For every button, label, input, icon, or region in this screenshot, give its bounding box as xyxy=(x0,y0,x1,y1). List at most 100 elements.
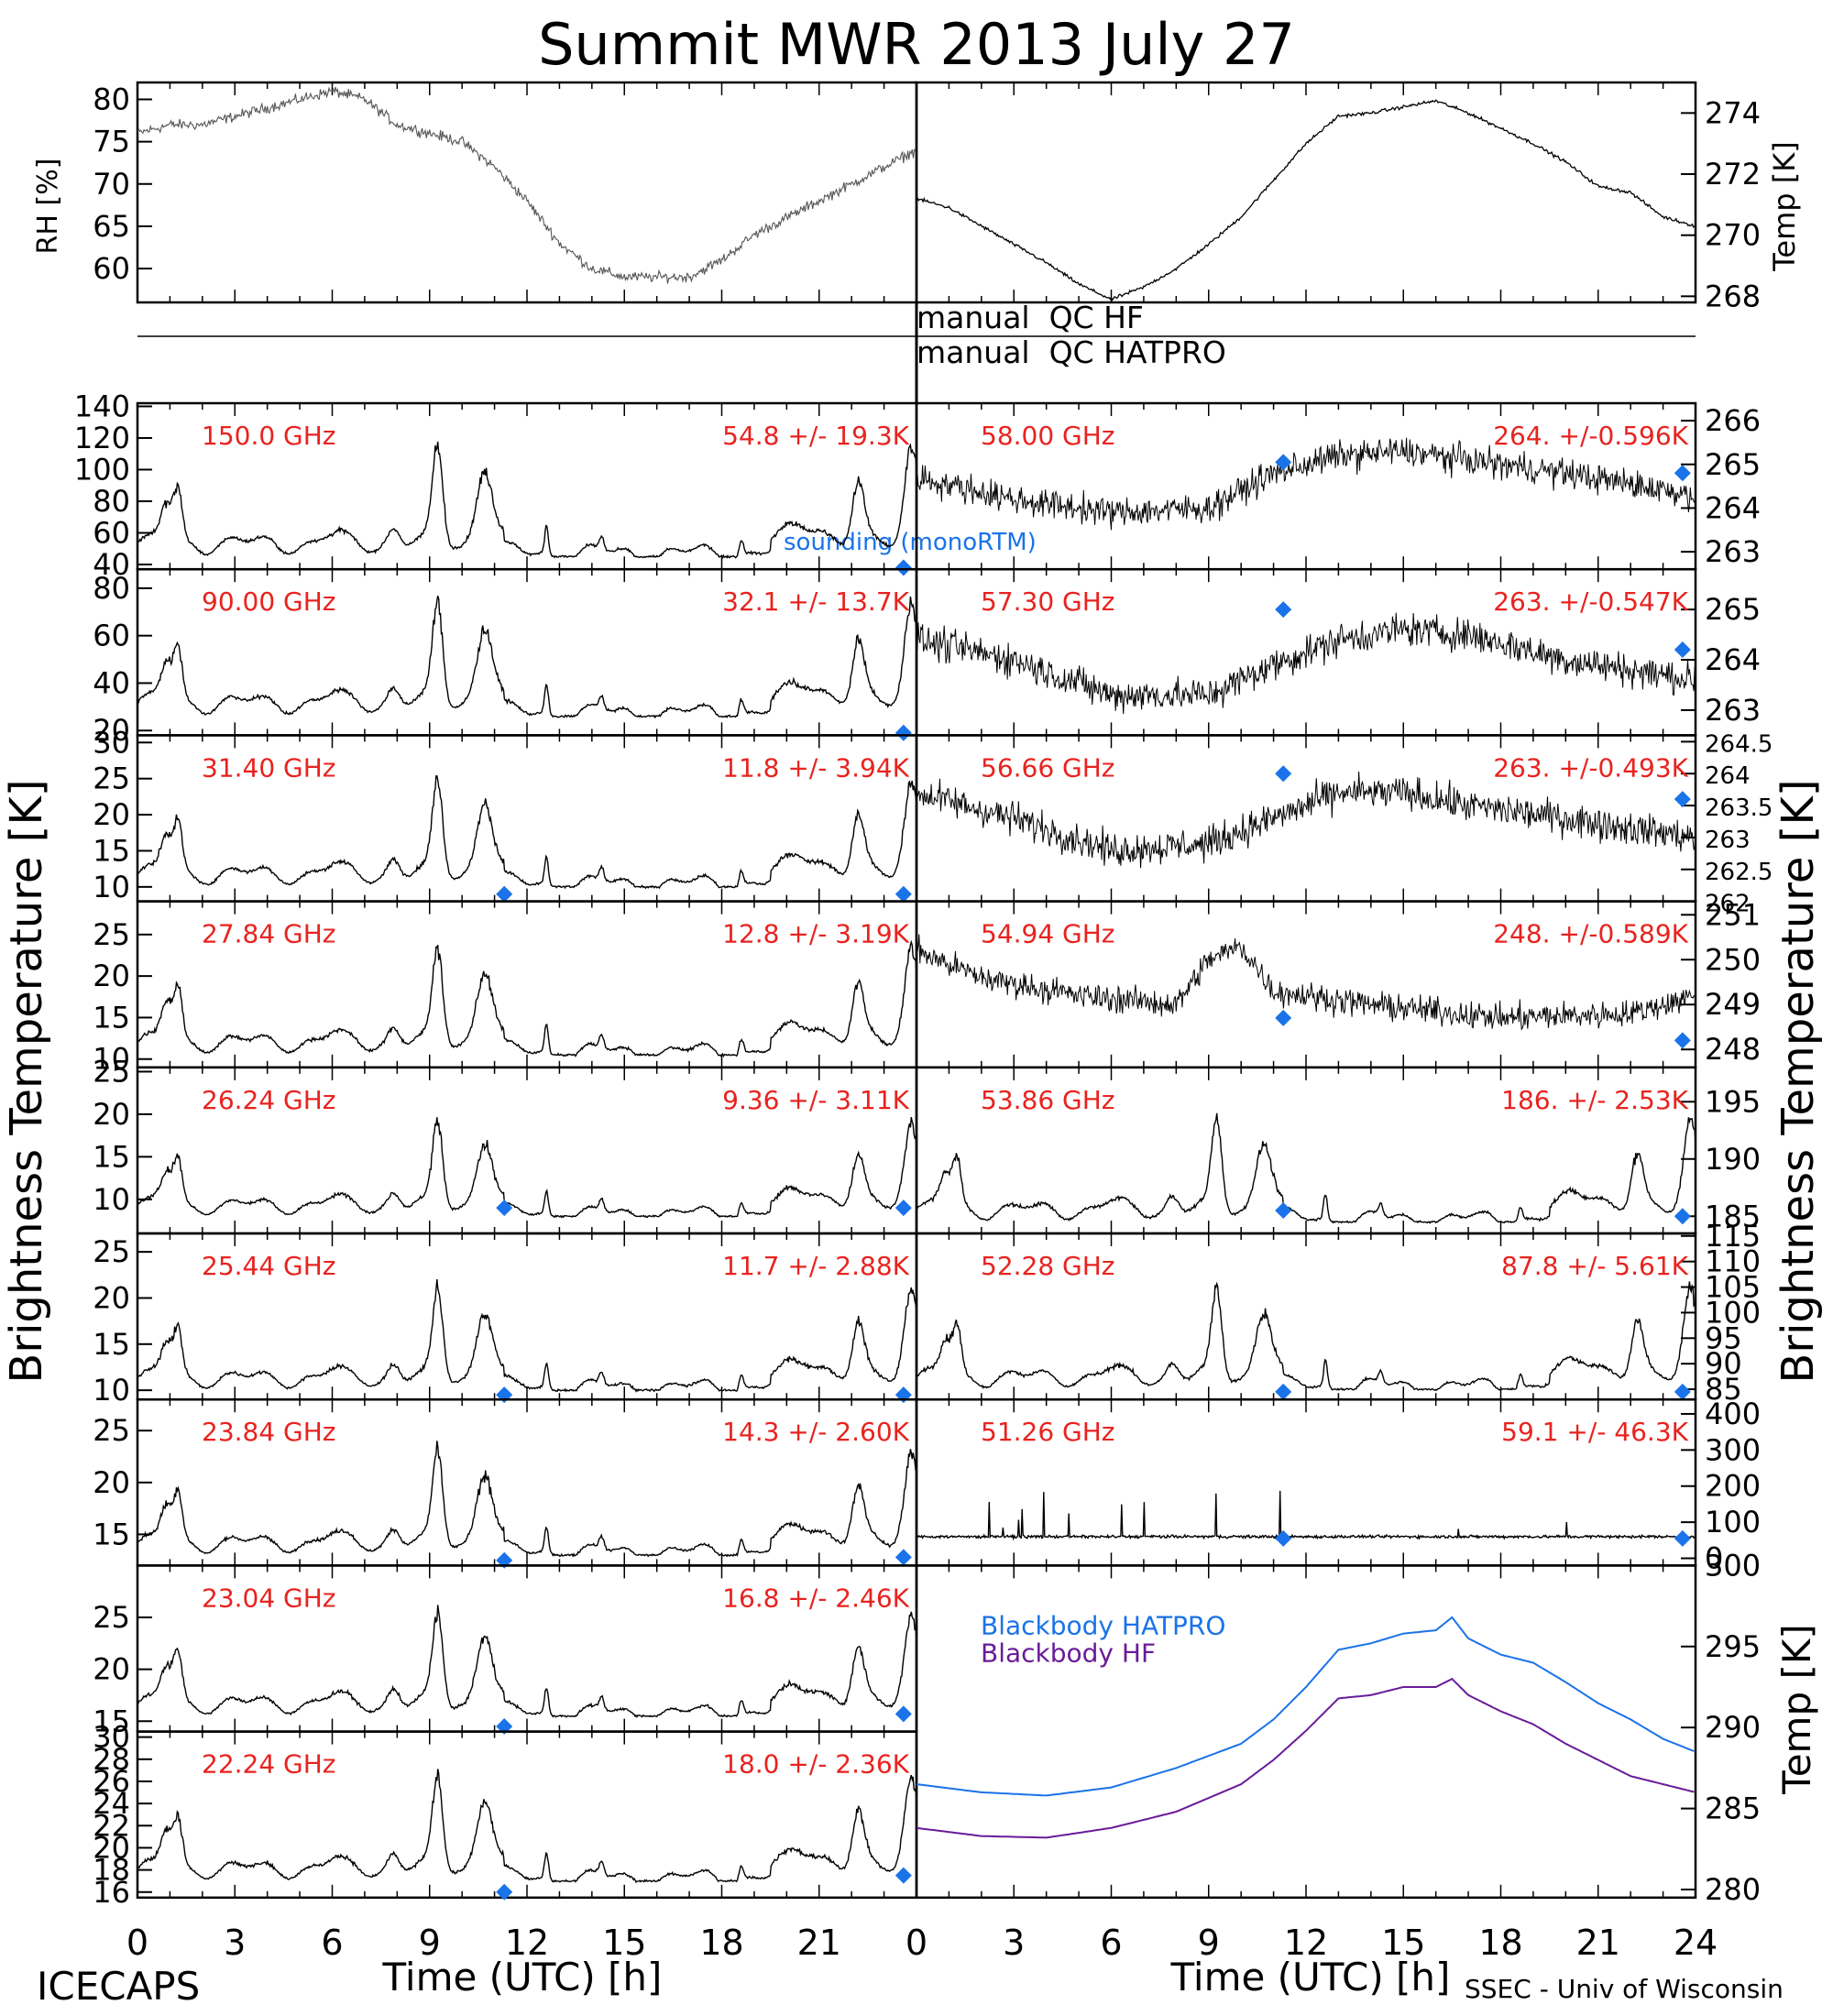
channel-stats-label: 32.1 +/- 13.7K xyxy=(722,586,909,617)
panel-rh: 60 65 70 75 80 xyxy=(93,81,918,304)
channel-stats-label: 248. +/-0.589K xyxy=(1493,919,1688,949)
sounding-marker xyxy=(1674,465,1691,482)
channel-frequency-label: 58.00 GHz xyxy=(981,421,1115,451)
panel-ch2384: 15 20 25 23.84 GHz 14.3 +/- 2.60K xyxy=(93,1397,918,1569)
y-tick-label: 20 xyxy=(93,1280,130,1315)
y-tick-label: 272 xyxy=(1705,157,1761,192)
sounding-marker xyxy=(1275,765,1292,783)
sounding-marker xyxy=(895,1200,912,1217)
x-tick-label: 0 xyxy=(906,1923,927,1963)
y-tick-label: 20 xyxy=(93,1652,130,1687)
y-tick-label: 25 xyxy=(93,917,130,952)
sounding-marker xyxy=(496,1200,513,1217)
y-tick-label: 25 xyxy=(93,1054,130,1089)
sounding-marker xyxy=(1674,1032,1691,1049)
sounding-marker xyxy=(895,559,912,576)
y-tick-label: 40 xyxy=(93,547,130,582)
channel-frequency-label: 150.0 GHz xyxy=(202,421,336,451)
y-tick-label: 185 xyxy=(1705,1199,1761,1233)
series-line-blackbody-hf xyxy=(916,1677,1695,1839)
bb-temp-axis-label: Temp [K] xyxy=(1774,1624,1819,1795)
x-tick-label: 3 xyxy=(224,1923,246,1963)
panel-ch2304: 15 20 25 23.04 GHz 16.8 +/- 2.46K xyxy=(93,1564,918,1738)
y-tick-label: 248 xyxy=(1705,1032,1761,1067)
y-tick-label: 100 xyxy=(1705,1505,1761,1539)
channel-frequency-label: 31.40 GHz xyxy=(202,752,336,783)
y-tick-label: 80 xyxy=(93,484,130,519)
y-tick-label: 25 xyxy=(93,1600,130,1635)
sounding-marker xyxy=(1275,1009,1292,1026)
channel-frequency-label: 23.04 GHz xyxy=(202,1583,336,1613)
y-tick-label: 28 xyxy=(93,1742,130,1777)
sounding-label: sounding (monoRTM) xyxy=(784,529,1037,556)
sounding-marker xyxy=(895,1867,912,1884)
series-line xyxy=(137,1441,916,1558)
tb-axis-label-left: Brightness Temperature [K] xyxy=(1,779,52,1383)
sounding-marker xyxy=(895,1549,912,1566)
y-tick-label: 60 xyxy=(93,516,130,551)
x-tick-label: 9 xyxy=(1198,1923,1220,1963)
series-line xyxy=(916,1490,1696,1541)
y-tick-label: 10 xyxy=(93,1182,130,1217)
channel-stats-label: 11.8 +/- 3.94K xyxy=(722,752,909,783)
sounding-marker xyxy=(1674,1208,1691,1225)
sounding-marker xyxy=(1275,1529,1292,1547)
panel-frame xyxy=(136,81,918,304)
y-tick-label: 263 xyxy=(1705,693,1761,728)
channel-frequency-label: 90.00 GHz xyxy=(202,586,336,617)
y-tick-label: 266 xyxy=(1705,403,1761,438)
y-tick-label: 15 xyxy=(93,1139,130,1174)
y-tick-label: 100 xyxy=(1705,1295,1761,1330)
y-tick-label: 24 xyxy=(93,1786,130,1821)
channel-frequency-label: 26.24 GHz xyxy=(202,1085,336,1115)
x-tick-label: 0 xyxy=(126,1923,148,1963)
x-tick-label: 6 xyxy=(321,1923,343,1963)
panel-ch5666: 262 262.5 263 263.5 264 264.5 56.66 GHz 263. +/… xyxy=(915,730,1773,918)
y-tick-label: 25 xyxy=(93,1234,130,1269)
x-axis-label-left: Time (UTC) [h] xyxy=(382,1955,663,2000)
panel-blackbody: 280 285 290 295 300 Blackbody HATPROBlackbody… xyxy=(915,1548,1761,1907)
y-tick-label: 15 xyxy=(93,1517,130,1551)
channel-stats-label: 9.36 +/- 3.11K xyxy=(722,1085,909,1115)
series-line-blackbody-hatpro xyxy=(916,1616,1695,1797)
series-line xyxy=(137,1116,916,1219)
panel-ch5386: 185 190 195 53.86 GHz 186. +/- 2.53K xyxy=(915,1066,1761,1235)
channel-frequency-label: 27.84 GHz xyxy=(202,919,336,949)
series-line xyxy=(137,1279,916,1393)
y-tick-label: 60 xyxy=(93,619,130,653)
panel-air_temp: 268 270 272 274 xyxy=(915,81,1761,313)
y-tick-label: 15 xyxy=(93,1327,130,1362)
x-tick-label: 24 xyxy=(1674,1923,1718,1963)
y-tick-label: 80 xyxy=(93,82,130,116)
y-tick-label: 280 xyxy=(1705,1872,1761,1907)
sounding-marker xyxy=(496,885,513,903)
channel-stats-label: 264. +/-0.596K xyxy=(1493,421,1688,451)
legend-entry: Blackbody HATPRO xyxy=(981,1610,1225,1640)
y-tick-label: 262.5 xyxy=(1705,859,1773,886)
x-tick-label: 6 xyxy=(1100,1923,1122,1963)
y-tick-label: 190 xyxy=(1705,1142,1761,1177)
tb-axis-label-right: Brightness Temperature [K] xyxy=(1773,779,1824,1383)
panel-ch90: 20 40 60 80 90.00 GHz 32.1 +/- 13.7K xyxy=(93,567,918,748)
y-tick-label: 20 xyxy=(93,1097,130,1132)
channel-frequency-label: 57.30 GHz xyxy=(981,586,1115,617)
y-tick-label: 115 xyxy=(1705,1219,1761,1254)
channel-stats-label: 54.8 +/- 19.3K xyxy=(722,421,909,451)
y-tick-label: 263.5 xyxy=(1705,794,1773,822)
panel-ch2624: 10 15 20 25 26.24 GHz 9.36 +/- 3.11K xyxy=(93,1054,918,1235)
x-tick-label: 21 xyxy=(1576,1923,1620,1963)
channel-frequency-label: 25.44 GHz xyxy=(202,1251,336,1281)
y-tick-label: 264.5 xyxy=(1705,730,1773,758)
panel-frame xyxy=(915,81,1697,304)
channel-frequency-label: 22.24 GHz xyxy=(202,1749,336,1780)
channel-stats-label: 16.8 +/- 2.46K xyxy=(722,1583,909,1613)
series-line xyxy=(916,612,1696,715)
sounding-marker xyxy=(1275,1202,1292,1220)
x-tick-label: 18 xyxy=(699,1923,743,1963)
series-line xyxy=(137,1605,916,1718)
series-line xyxy=(137,1769,916,1884)
y-tick-label: 15 xyxy=(93,1000,130,1035)
channel-frequency-label: 54.94 GHz xyxy=(981,919,1115,949)
x-tick-label: 12 xyxy=(1284,1923,1328,1963)
